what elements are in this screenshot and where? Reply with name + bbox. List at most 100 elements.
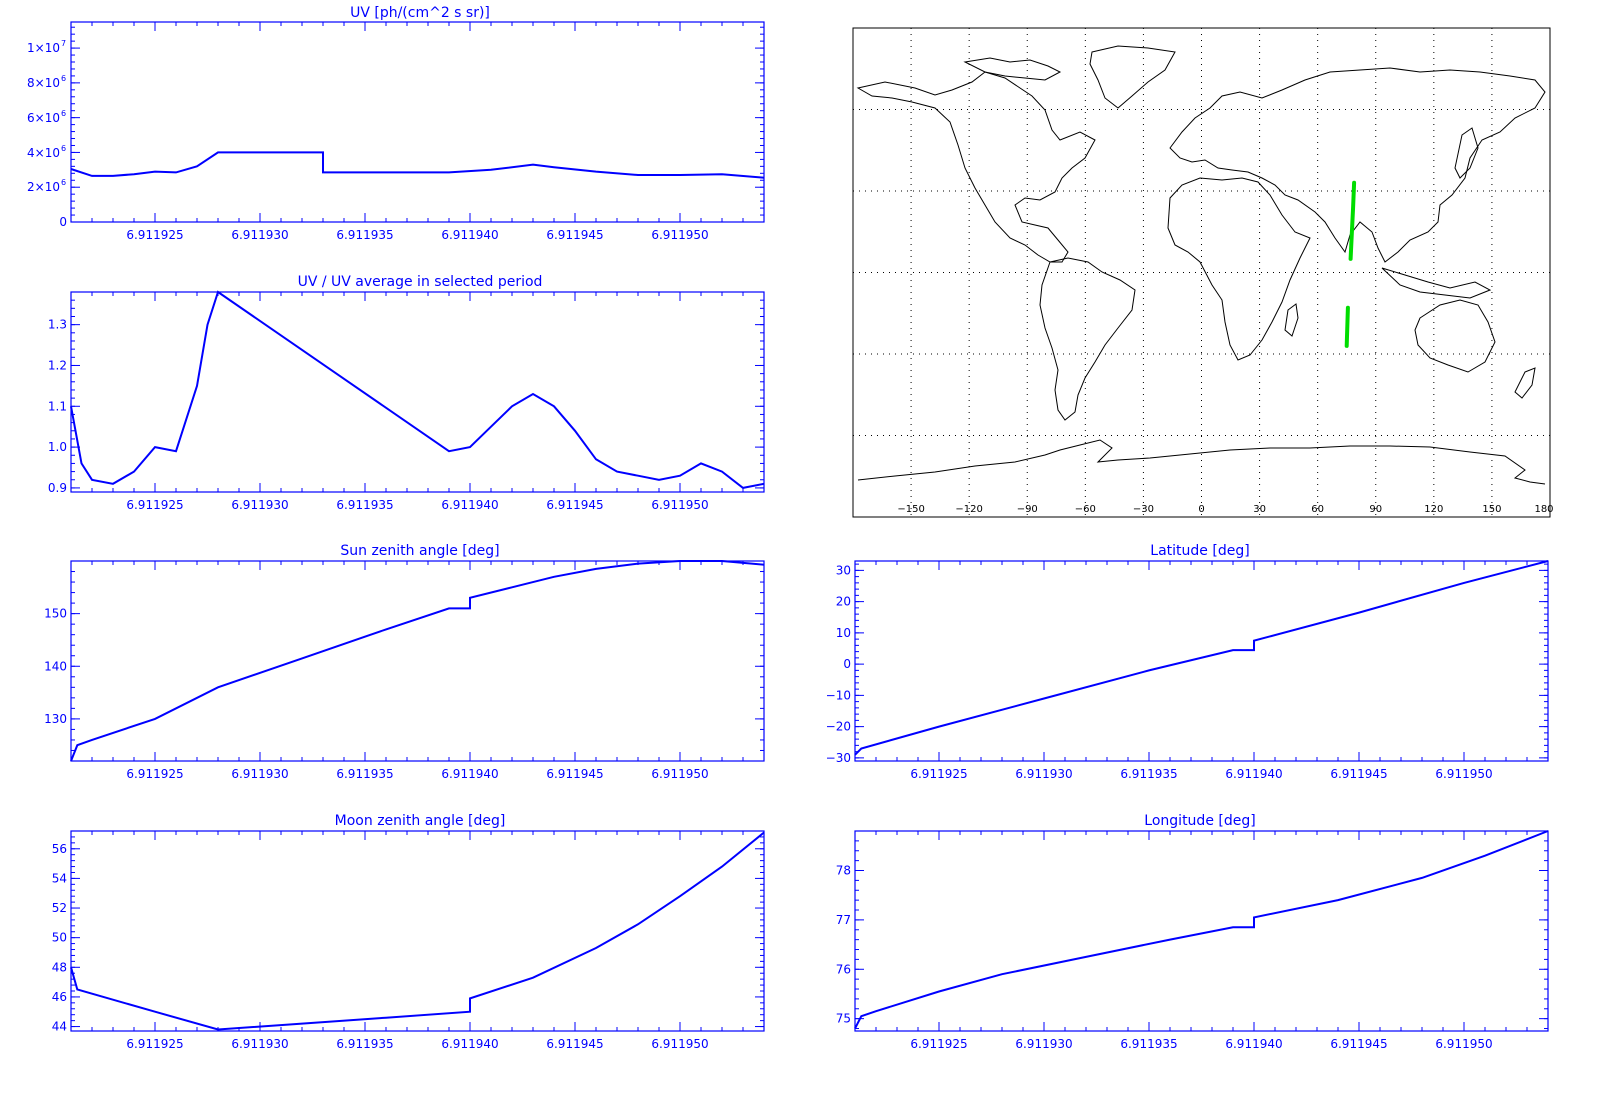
uv-ytick-label-0: 0: [59, 215, 67, 229]
mza-title: Moon zenith angle [deg]: [335, 813, 506, 829]
x-tick-label: 6.911935: [336, 228, 393, 242]
y-tick-label: 52: [52, 901, 67, 915]
orbit-track-segment: [1344, 305, 1350, 348]
y-tick-label: 46: [52, 990, 67, 1004]
y-tick-label: 1.3: [48, 318, 67, 332]
x-tick-label: 6.911950: [651, 1037, 708, 1051]
lon-title: Longitude [deg]: [1144, 813, 1255, 829]
x-tick-label: 6.911925: [910, 1037, 967, 1051]
lat-panel: Latitude [deg] 6.911925 6.911930 6.911935 6…: [826, 543, 1549, 781]
y-tick-label: 77: [836, 913, 851, 927]
x-tick-label: 6.911950: [651, 228, 708, 242]
y-tick-label: 1.2: [48, 358, 67, 372]
map-lon-label: 60: [1311, 504, 1324, 515]
x-tick-label: 6.911930: [231, 1037, 288, 1051]
coast-arctic-islands: [963, 57, 1062, 81]
x-tick-label: 6.911935: [336, 767, 393, 781]
y-tick-label: 78: [836, 864, 851, 878]
y-tick-label: 130: [44, 712, 67, 726]
uv-ytick-label-2: 4×10 6: [27, 144, 66, 160]
uv-ytick-mantissa-4: 8×10: [27, 76, 60, 90]
map-longitude-labels: −150 −120 −90 −60 −30 0 30 60 90 120 150 180: [897, 504, 1553, 515]
x-tick-label: 6.911930: [231, 228, 288, 242]
x-tick-label: 6.911945: [1330, 1037, 1387, 1051]
y-tick-label: 76: [836, 962, 851, 976]
y-tick-label: 44: [52, 1020, 67, 1034]
x-tick-label: 6.911925: [126, 228, 183, 242]
x-tick-label: 6.911930: [231, 767, 288, 781]
x-tick-label: 6.911945: [546, 767, 603, 781]
map-lon-label: 120: [1424, 504, 1443, 515]
y-tick-label: 56: [52, 842, 67, 856]
map-lon-label: −150: [897, 504, 924, 515]
orbit-track-segment: [1348, 180, 1357, 261]
y-tick-label: 0: [843, 657, 851, 671]
y-tick-label: 140: [44, 659, 67, 673]
y-tick-label: 1.0: [48, 440, 67, 454]
x-tick-label: 6.911930: [231, 498, 288, 512]
map-lon-label: 30: [1253, 504, 1266, 515]
lon-panel: Longitude [deg] 6.911925 6.911930 6.911935…: [836, 813, 1549, 1051]
sza-frame: [70, 560, 765, 762]
x-tick-label: 6.911950: [651, 498, 708, 512]
mza-frame: [70, 830, 765, 1032]
x-tick-label: 6.911950: [1435, 1037, 1492, 1051]
uv-ytick-mantissa-3: 6×10: [27, 111, 60, 125]
x-tick-label: 6.911935: [1120, 767, 1177, 781]
uv-series-line: [70, 151, 765, 179]
x-tick-label: 6.911935: [336, 1037, 393, 1051]
lat-frame: [854, 560, 1549, 762]
x-tick-label: 6.911945: [1330, 767, 1387, 781]
y-tick-label: 10: [836, 626, 851, 640]
mza-series-line: [70, 831, 765, 1031]
uv-ytick-exponent-4: 6: [61, 74, 66, 83]
y-tick-label: −10: [826, 688, 851, 702]
x-tick-label: 6.911940: [441, 498, 498, 512]
map-lon-label: −60: [1075, 504, 1096, 515]
map-lon-label: −30: [1133, 504, 1154, 515]
coast-antarctica: [857, 439, 1546, 485]
y-tick-label: 75: [836, 1012, 851, 1026]
coast-new-zealand: [1514, 367, 1536, 399]
x-tick-label: 6.911945: [546, 228, 603, 242]
lat-title: Latitude [deg]: [1150, 543, 1249, 559]
uv-ytick-exponent-2: 6: [61, 144, 66, 153]
x-tick-label: 6.911945: [546, 498, 603, 512]
sza-title: Sun zenith angle [deg]: [340, 543, 499, 559]
map-lon-label: −120: [955, 504, 982, 515]
x-tick-label: 6.911950: [651, 767, 708, 781]
uvratio-series-line: [70, 290, 765, 489]
x-tick-label: 6.911940: [441, 1037, 498, 1051]
uv-title: UV [ph/(cm^2 s sr)]: [350, 5, 490, 21]
coast-australia: [1414, 299, 1496, 373]
coast-indonesia: [1381, 267, 1492, 299]
map-lon-label: −90: [1017, 504, 1038, 515]
coast-eurasia: [1169, 67, 1546, 263]
y-tick-label: 54: [52, 871, 67, 885]
coast-madagascar: [1284, 303, 1299, 337]
x-tick-label: 6.911930: [1015, 1037, 1072, 1051]
lon-series-line: [854, 830, 1549, 1029]
uv-ytick-label-4: 8×10 6: [27, 74, 66, 90]
y-tick-label: 50: [52, 931, 67, 945]
x-tick-label: 6.911950: [1435, 767, 1492, 781]
coast-africa: [1167, 177, 1311, 361]
map-lon-label: 0: [1198, 504, 1204, 515]
lat-series-line: [854, 560, 1549, 756]
y-tick-label: 48: [52, 960, 67, 974]
y-tick-label: 1.1: [48, 399, 67, 413]
coast-japan: [1454, 127, 1479, 179]
uv-ytick-label-1: 2×10 6: [27, 178, 66, 194]
x-tick-label: 6.911925: [126, 767, 183, 781]
x-tick-label: 6.911935: [336, 498, 393, 512]
sza-series-line: [70, 560, 765, 762]
uvratio-panel: UV / UV average in selected period 6.911…: [48, 274, 765, 512]
x-tick-label: 6.911945: [546, 1037, 603, 1051]
uv-ytick-exponent-5: 7: [61, 39, 66, 48]
x-tick-label: 6.911930: [1015, 767, 1072, 781]
lon-frame: [854, 830, 1549, 1032]
sza-panel: Sun zenith angle [deg] 6.911925 6.911930 6…: [44, 543, 765, 781]
x-tick-label: 6.911940: [441, 767, 498, 781]
uv-ytick-mantissa-2: 4×10: [27, 146, 60, 160]
map-graticule: [853, 28, 1550, 517]
